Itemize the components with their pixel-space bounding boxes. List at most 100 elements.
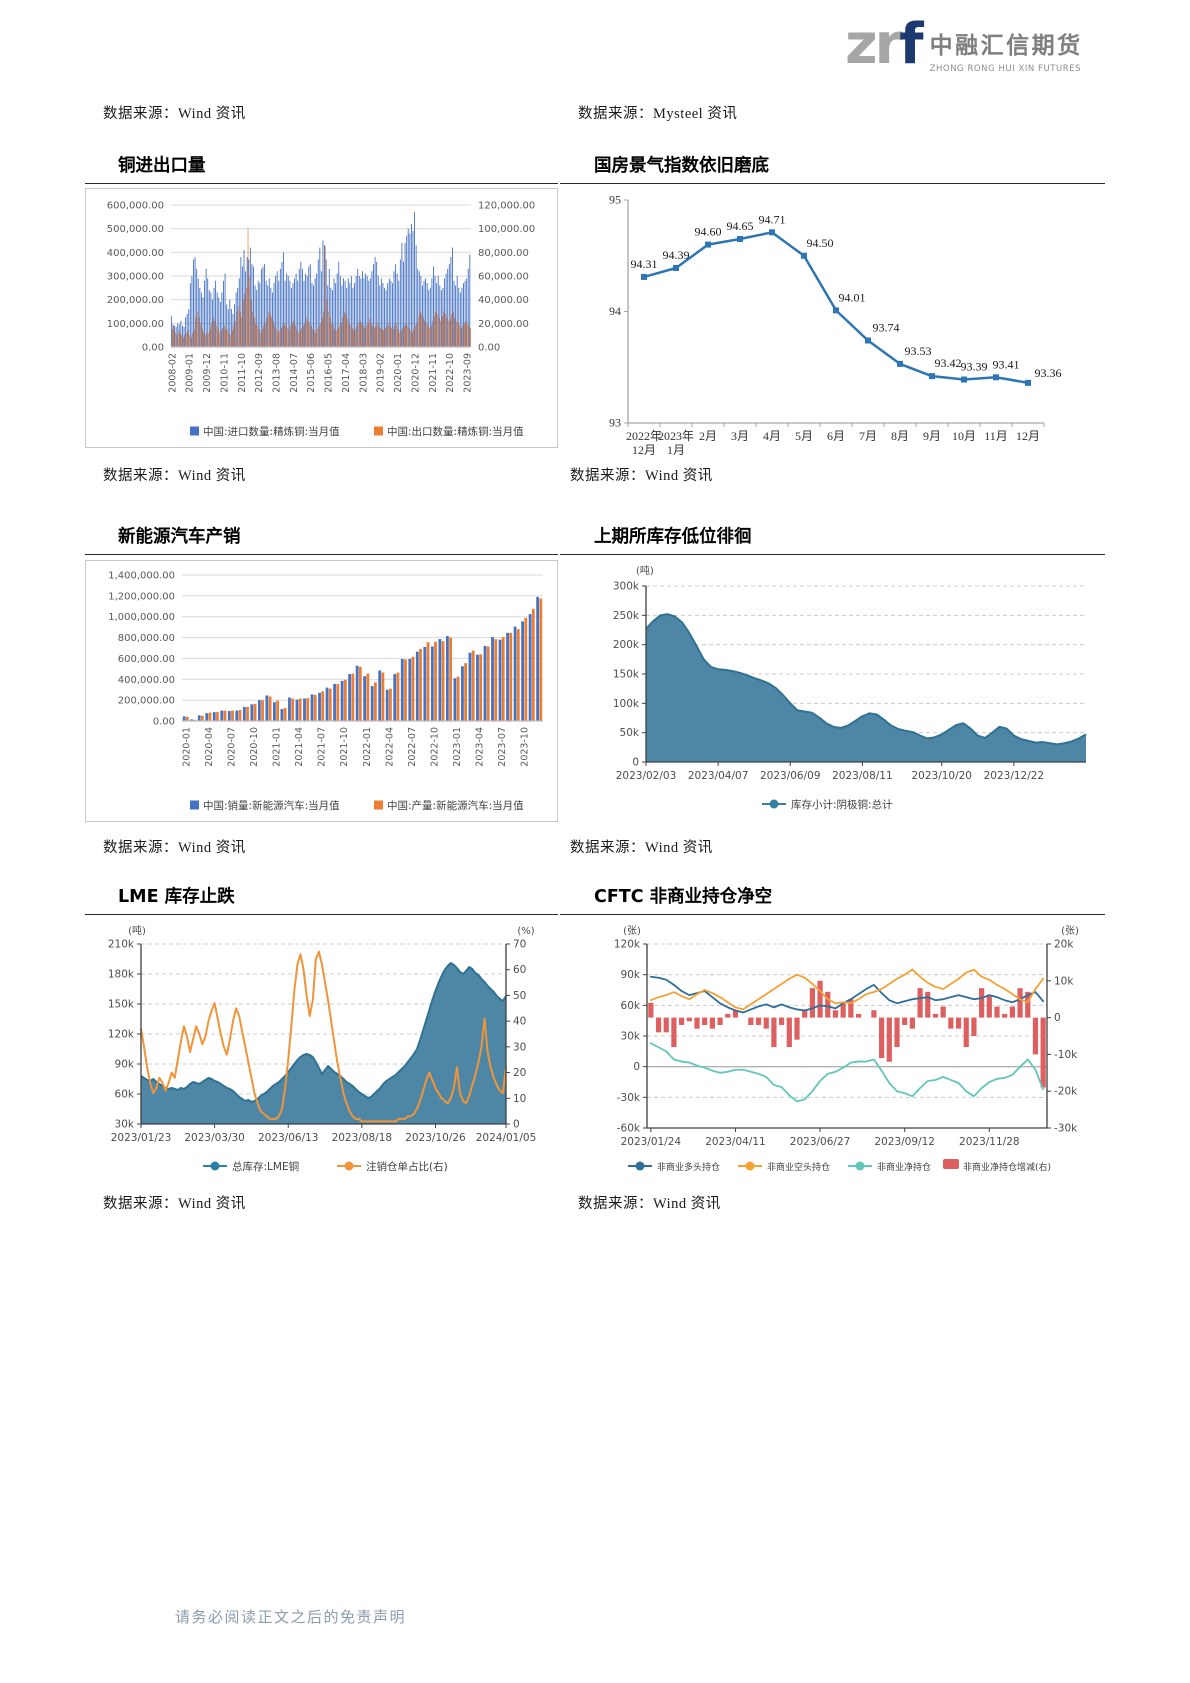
svg-text:2009-12: 2009-12 [202, 353, 213, 393]
svg-text:800,000.00: 800,000.00 [118, 633, 175, 644]
svg-text:0: 0 [632, 757, 639, 769]
svg-text:93.41: 93.41 [993, 357, 1020, 371]
svg-text:150k: 150k [108, 999, 135, 1011]
svg-text:100k: 100k [613, 698, 640, 710]
logo-text: 中融汇信期货 ZHONG RONG HUI XIN FUTURES [930, 26, 1083, 74]
svg-text:2023/10/20: 2023/10/20 [911, 770, 972, 782]
svg-text:2023/02/03: 2023/02/03 [616, 770, 677, 782]
svg-text:(张): (张) [623, 925, 641, 937]
svg-text:2020-10: 2020-10 [249, 727, 260, 767]
housing-prosperity-index-chart: 94.31 94.39 94.60 94.65 94.71 94.50 94.01 93.74… [562, 186, 1086, 462]
svg-text:50: 50 [513, 990, 526, 1002]
svg-text:2022-04: 2022-04 [384, 727, 395, 767]
svg-text:11月: 11月 [984, 429, 1008, 443]
svg-text:94.60: 94.60 [695, 225, 722, 239]
svg-text:93.42: 93.42 [935, 356, 962, 370]
svg-text:4月: 4月 [763, 429, 781, 443]
svg-text:2022-10: 2022-10 [445, 353, 456, 393]
svg-text:2020-04: 2020-04 [204, 727, 215, 767]
chart-title-lme-inventory: LME 库存止跌 [85, 875, 558, 915]
svg-text:(张): (张) [1061, 925, 1079, 937]
svg-text:0.00: 0.00 [142, 343, 164, 354]
svg-text:93.36: 93.36 [1035, 366, 1062, 380]
svg-text:2023-01: 2023-01 [452, 727, 463, 767]
svg-text:非商业空头持仓: 非商业空头持仓 [767, 1161, 830, 1173]
svg-text:120k: 120k [614, 939, 641, 951]
svg-text:(吨): (吨) [128, 924, 146, 937]
source-caption-row1-left-top: 数据来源：Wind 资讯 [103, 106, 246, 122]
disclaimer-footer: 请务必阅读正文之后的免责声明 [175, 1608, 407, 1626]
svg-text:2023/03/30: 2023/03/30 [184, 1132, 245, 1144]
copper-import-export-chart: 0.00 100,000.00 200,000.00 300,000.00 400,00… [85, 188, 558, 448]
svg-text:2017-04: 2017-04 [341, 353, 352, 393]
svg-text:210k: 210k [108, 939, 135, 951]
chart-title-cftc: CFTC 非商业持仓净空 [560, 875, 1105, 915]
svg-text:中国:销量:新能源汽车:当月值: 中国:销量:新能源汽车:当月值 [203, 799, 340, 812]
svg-text:100,000.00: 100,000.00 [107, 319, 164, 330]
svg-text:2023/12/22: 2023/12/22 [984, 770, 1045, 782]
chart-title-housing-index-text: 国房景气指数依旧磨底 [594, 156, 769, 176]
svg-text:2009-01: 2009-01 [185, 353, 196, 393]
svg-text:2008-02: 2008-02 [167, 353, 178, 393]
svg-text:2023/01/24: 2023/01/24 [621, 1136, 682, 1148]
logo-zr-letters: zr [845, 12, 902, 77]
source-caption-row3-right-bottom: 数据来源：Wind 资讯 [578, 1196, 721, 1212]
svg-text:10k: 10k [1054, 975, 1074, 987]
svg-text:2021-10: 2021-10 [339, 727, 350, 767]
svg-text:2023/08/18: 2023/08/18 [332, 1132, 393, 1144]
lme-inventory-chart: 30k 60k 90k 120k 150k 180k 210k 0 10 20 30 40 50 60 70… [85, 920, 556, 1182]
svg-text:2023/06/09: 2023/06/09 [760, 770, 821, 782]
chart-title-lme-inventory-text: LME 库存止跌 [118, 887, 235, 907]
svg-text:-60k: -60k [617, 1123, 641, 1135]
svg-text:200k: 200k [613, 639, 640, 651]
svg-text:1,400,000.00: 1,400,000.00 [108, 571, 175, 582]
svg-text:90k: 90k [115, 1059, 135, 1071]
svg-text:94.31: 94.31 [631, 257, 658, 271]
svg-text:非商业净持仓增减(右): 非商业净持仓增减(右) [963, 1161, 1051, 1173]
shfe-inventory-chart: 0 50k 100k 150k 200k 250k 300k 2023/02/03 2023/0… [562, 560, 1102, 822]
svg-text:94.71: 94.71 [759, 212, 786, 226]
svg-text:0: 0 [633, 1061, 640, 1073]
source-caption-row2-right-bottom: 数据来源：Wind 资讯 [570, 840, 713, 856]
svg-text:120k: 120k [108, 1029, 135, 1041]
svg-text:2015-06: 2015-06 [306, 353, 317, 393]
svg-text:180k: 180k [108, 969, 135, 981]
svg-text:2月: 2月 [699, 429, 717, 443]
svg-text:-30k: -30k [617, 1092, 641, 1104]
svg-text:2021-11: 2021-11 [428, 353, 439, 393]
svg-text:2012-09: 2012-09 [254, 353, 265, 393]
source-caption-row2-left-bottom: 数据来源：Wind 资讯 [103, 840, 246, 856]
logo-f-letter: f [899, 12, 923, 77]
svg-text:8月: 8月 [891, 429, 909, 443]
svg-text:2019-02: 2019-02 [376, 353, 387, 393]
chart-title-cftc-text: CFTC 非商业持仓净空 [594, 887, 773, 907]
svg-text:300,000.00: 300,000.00 [107, 272, 164, 283]
svg-text:非商业多头持仓: 非商业多头持仓 [657, 1161, 720, 1173]
svg-text:20: 20 [513, 1067, 526, 1079]
svg-text:40,000.00: 40,000.00 [478, 295, 529, 306]
svg-text:(吨): (吨) [636, 564, 654, 577]
svg-text:2023/10/26: 2023/10/26 [405, 1132, 466, 1144]
svg-text:总库存:LME铜: 总库存:LME铜 [232, 1160, 299, 1173]
svg-text:20k: 20k [1054, 939, 1074, 951]
svg-text:12月: 12月 [1016, 429, 1040, 443]
svg-text:5月: 5月 [795, 429, 813, 443]
svg-text:1,000,000.00: 1,000,000.00 [108, 612, 175, 623]
svg-text:94.39: 94.39 [663, 248, 690, 262]
svg-text:2023/04/11: 2023/04/11 [705, 1136, 766, 1148]
chart-title-shfe-inventory: 上期所库存低位徘徊 [560, 515, 1105, 555]
svg-text:2021-04: 2021-04 [294, 727, 305, 767]
svg-text:2020-01: 2020-01 [393, 353, 404, 393]
svg-text:2016-05: 2016-05 [324, 353, 335, 393]
svg-text:50k: 50k [620, 727, 640, 739]
svg-text:93: 93 [609, 416, 621, 430]
chart-title-nev-text: 新能源汽车产销 [118, 527, 241, 547]
svg-text:60: 60 [513, 964, 526, 976]
svg-text:2023/09/12: 2023/09/12 [874, 1136, 935, 1148]
svg-text:60k: 60k [621, 1000, 641, 1012]
svg-text:2023-09: 2023-09 [463, 353, 474, 393]
svg-text:60,000.00: 60,000.00 [478, 272, 529, 283]
svg-text:200,000.00: 200,000.00 [107, 295, 164, 306]
